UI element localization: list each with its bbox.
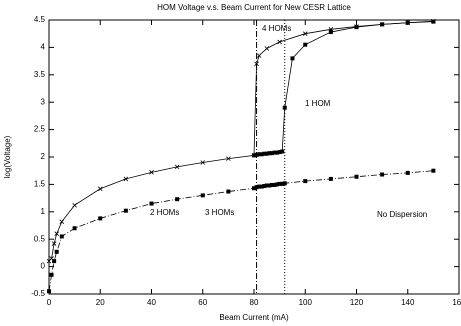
marker [280, 181, 285, 186]
marker [380, 172, 385, 177]
marker [97, 186, 103, 192]
marker [226, 156, 231, 161]
marker [272, 150, 277, 155]
marker [262, 151, 267, 156]
y-tick-label: 4 [41, 43, 46, 52]
marker [257, 152, 262, 157]
marker [264, 151, 269, 156]
annotation: 3 HOMs [205, 208, 234, 217]
marker [303, 179, 308, 184]
marker [252, 186, 256, 191]
x-tick-label: 100 [299, 298, 313, 307]
marker [282, 105, 287, 110]
y-tick-label: 3 [41, 97, 46, 106]
marker [328, 176, 333, 181]
y-tick-label: 1.5 [34, 180, 46, 189]
marker [175, 197, 180, 202]
series-line [48, 20, 434, 262]
marker [54, 231, 59, 237]
marker [277, 181, 282, 186]
marker [226, 189, 231, 194]
marker [174, 164, 180, 170]
y-tick-label: 4.5 [34, 15, 46, 24]
annotation: 4 HOMs [262, 24, 291, 33]
marker [200, 193, 205, 198]
marker [51, 241, 57, 246]
annotation: 1 HOM [305, 99, 331, 108]
marker [267, 151, 272, 156]
marker [259, 184, 264, 189]
marker [431, 19, 436, 24]
x-tick-label: 40 [147, 298, 156, 307]
x-tick-label: 140 [401, 298, 415, 307]
marker [303, 42, 308, 47]
marker [52, 259, 57, 264]
marker [256, 53, 262, 58]
y-tick-label: 1 [41, 207, 46, 216]
marker [200, 160, 206, 165]
marker [149, 170, 154, 175]
marker [98, 216, 103, 221]
marker [431, 168, 436, 173]
x-tick-label: 80 [250, 298, 259, 307]
marker [262, 184, 267, 189]
marker [282, 181, 287, 186]
marker [72, 226, 77, 231]
marker [254, 61, 259, 67]
x-tick-label: 160 [452, 298, 461, 307]
marker [354, 174, 359, 179]
marker [123, 176, 129, 182]
marker [264, 183, 269, 188]
marker [264, 46, 270, 51]
marker [259, 152, 264, 157]
marker [328, 30, 333, 35]
marker [49, 272, 54, 277]
marker [277, 39, 282, 45]
y-axis-label: log(Voltage) [3, 135, 12, 178]
marker [269, 151, 274, 156]
marker [272, 182, 277, 187]
marker [254, 152, 259, 157]
y-tick-label: -0.5 [31, 289, 45, 298]
x-axis-label: Beam Current (mA) [219, 313, 289, 322]
marker [257, 184, 262, 189]
marker [302, 31, 308, 36]
x-tick-label: 120 [350, 298, 364, 307]
y-tick-label: 0 [41, 262, 46, 271]
marker [267, 183, 272, 188]
marker [405, 20, 410, 25]
y-tick-label: 2 [41, 152, 46, 161]
x-tick-label: 20 [96, 298, 105, 307]
y-tick-label: 0.5 [34, 234, 46, 243]
x-tick-label: 0 [47, 298, 52, 307]
y-tick-label: 3.5 [34, 70, 46, 79]
marker [280, 149, 285, 154]
marker [405, 170, 410, 175]
marker [72, 202, 77, 208]
marker [269, 182, 274, 187]
marker [275, 150, 280, 155]
y-tick-label: 2.5 [34, 125, 46, 134]
marker [59, 219, 65, 224]
series-line [48, 170, 434, 292]
marker [123, 208, 128, 213]
marker [149, 201, 154, 206]
marker [290, 56, 295, 61]
x-tick-label: 60 [198, 298, 207, 307]
marker [354, 25, 359, 30]
marker [380, 22, 385, 27]
marker [47, 289, 51, 294]
marker [59, 234, 64, 239]
annotation: No Dispersion [377, 210, 427, 219]
marker [277, 150, 282, 155]
marker [54, 249, 59, 254]
chart-title: HOM Voltage v.s. Beam Current for New CE… [157, 3, 351, 12]
marker [275, 182, 280, 187]
annotation: 2 HOMs [150, 208, 179, 217]
marker [252, 153, 256, 158]
marker [254, 185, 259, 190]
